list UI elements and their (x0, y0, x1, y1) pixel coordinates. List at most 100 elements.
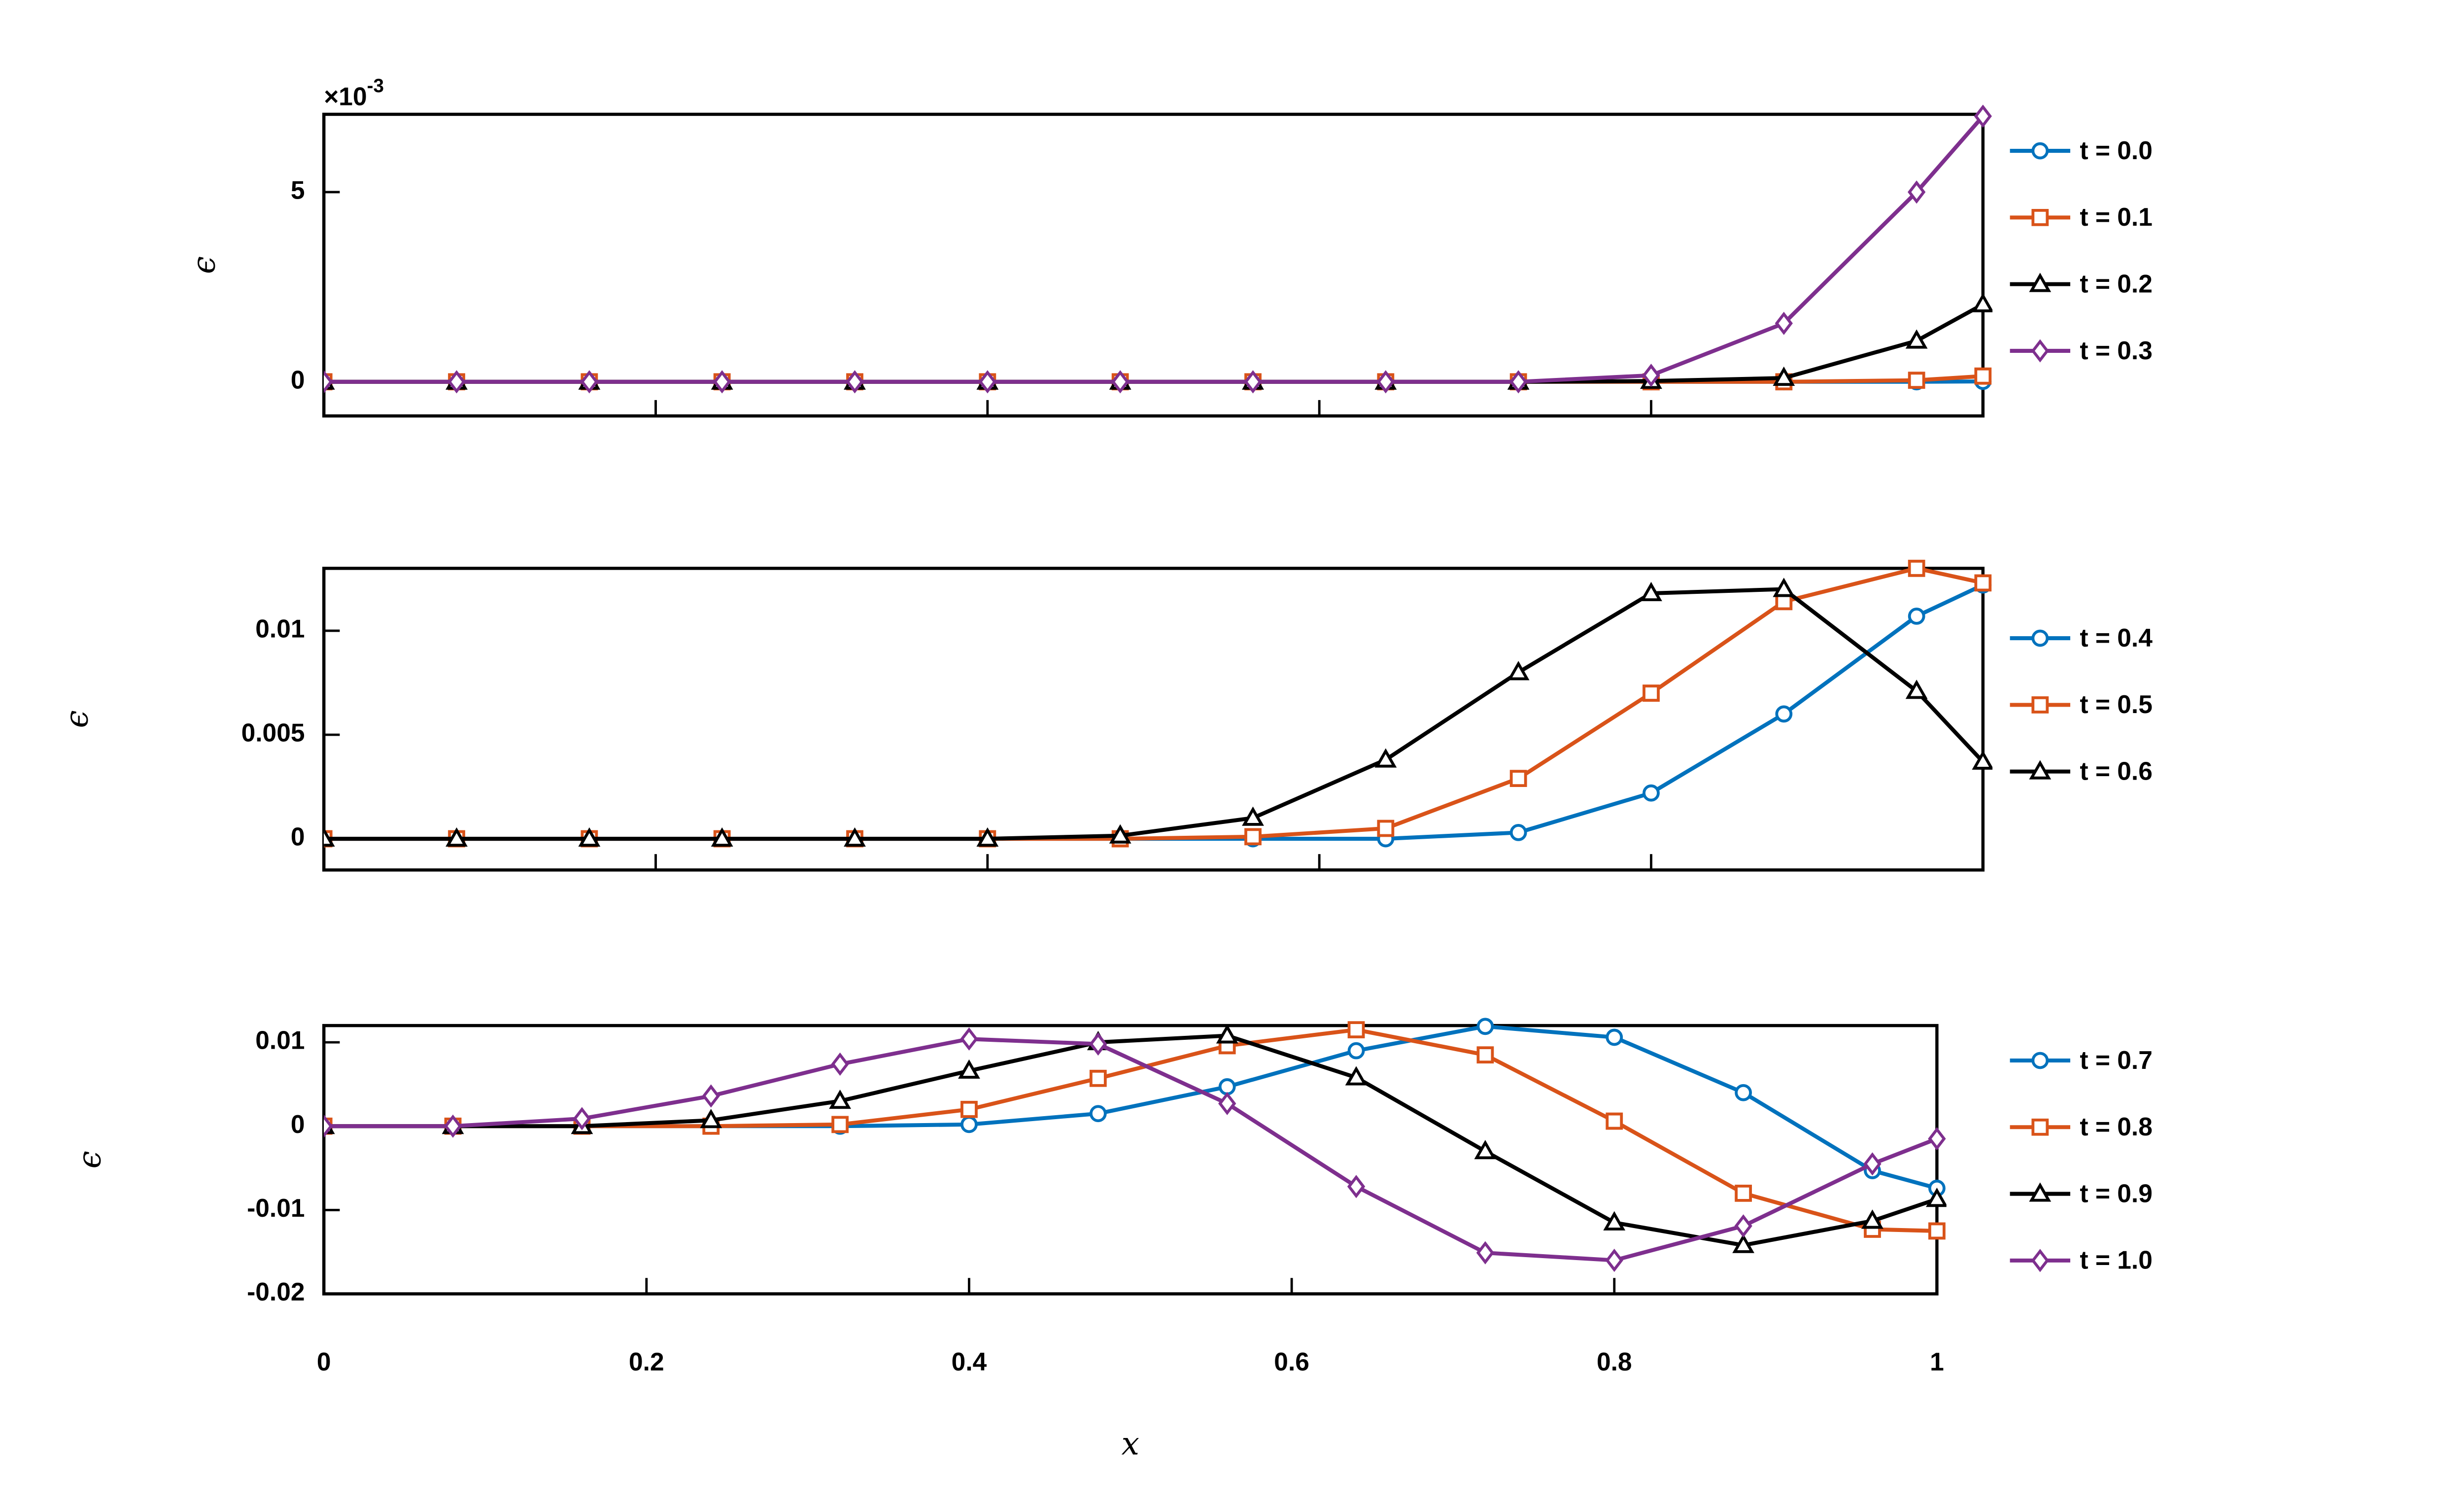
legend-marker (2031, 1052, 2049, 1069)
legend-label: t = 0.8 (2080, 1112, 2153, 1141)
marker (1606, 1028, 1623, 1046)
legend-label: t = 0.3 (2080, 336, 2153, 365)
marker (844, 827, 866, 847)
marker (1509, 770, 1527, 787)
marker (1908, 559, 1925, 577)
plot-area (324, 559, 1993, 848)
marker (1773, 578, 1795, 597)
marker (573, 1107, 591, 1130)
marker (1735, 1184, 1752, 1202)
axes-box (322, 112, 1985, 418)
marker (713, 370, 731, 394)
marker (1735, 1084, 1752, 1101)
marker (1775, 311, 1793, 335)
marker (1218, 1092, 1236, 1115)
marker (1216, 1024, 1238, 1044)
marker (1111, 370, 1129, 394)
marker (1476, 1046, 1494, 1064)
marker (1347, 1042, 1365, 1060)
legend-label: t = 0.0 (2080, 136, 2153, 165)
marker (580, 370, 599, 394)
marker (1089, 1069, 1107, 1087)
legend-marker (2031, 142, 2049, 160)
marker (1643, 684, 1660, 702)
marker (324, 370, 333, 394)
marker (324, 1114, 333, 1138)
marker (324, 827, 335, 847)
marker (1732, 1233, 1755, 1253)
marker (978, 370, 997, 394)
marker (829, 1089, 852, 1109)
legend-marker (2031, 208, 2049, 226)
y-tick-label: 5 (291, 175, 305, 204)
y-offset-text: ×10-3 (324, 75, 384, 110)
marker (1908, 180, 1926, 204)
x-tick-label: 0.8 (1597, 1347, 1632, 1376)
series-line (324, 115, 1985, 384)
marker (1642, 364, 1660, 387)
marker (831, 1116, 849, 1133)
plot-area (324, 1018, 1947, 1272)
marker (1089, 1105, 1107, 1123)
marker (1974, 574, 1992, 592)
marker (1972, 293, 1993, 312)
series-line (324, 566, 1984, 841)
legend-marker (2031, 1249, 2049, 1272)
x-tick-label: 0.4 (952, 1347, 987, 1376)
marker (960, 1100, 978, 1118)
marker (1244, 828, 1262, 846)
marker (1603, 1211, 1626, 1231)
y-tick-label: 0.01 (255, 615, 305, 643)
y-axis-label: ϵ (71, 1151, 108, 1168)
marker (1089, 1032, 1107, 1056)
marker (1347, 1175, 1366, 1198)
legend-label: t = 0.7 (2080, 1046, 2153, 1074)
marker (447, 370, 466, 394)
plot-area (324, 104, 1993, 394)
legend-label: t = 0.2 (2080, 269, 2153, 298)
marker (958, 1059, 980, 1079)
marker (1773, 366, 1795, 386)
y-tick-label: 0 (291, 822, 305, 851)
marker (1244, 370, 1262, 394)
marker (1377, 820, 1395, 837)
marker (1905, 680, 1928, 699)
marker (1905, 329, 1928, 349)
y-tick-label: 0.01 (255, 1026, 305, 1055)
marker (1509, 370, 1528, 394)
marker (960, 1027, 978, 1051)
marker (1605, 1248, 1623, 1272)
offset-base: ×10 (324, 82, 367, 110)
legend-marker (2031, 629, 2049, 647)
legend-marker (2031, 339, 2049, 363)
marker (445, 827, 468, 847)
series-line (324, 1033, 1938, 1247)
legend-marker (2029, 273, 2052, 292)
legend-label: t = 0.1 (2080, 203, 2153, 231)
marker (1476, 1241, 1495, 1265)
marker (1974, 104, 1992, 128)
x-tick-label: 0.6 (1274, 1347, 1309, 1376)
marker (1509, 824, 1527, 841)
legend-label: t = 0.9 (2080, 1179, 2153, 1207)
axes-box (322, 1024, 1939, 1296)
marker (1643, 784, 1660, 802)
legend-label: t = 0.6 (2080, 756, 2153, 785)
marker (1218, 1078, 1236, 1095)
marker (1972, 750, 1993, 770)
x-tick-label: 0.2 (629, 1347, 664, 1376)
marker (1345, 1066, 1368, 1086)
marker (711, 827, 733, 847)
y-tick-label: -0.01 (247, 1194, 305, 1222)
marker (1476, 1018, 1494, 1035)
marker (1734, 1214, 1752, 1238)
marker (700, 1109, 722, 1129)
legend-label: t = 1.0 (2080, 1246, 2153, 1274)
marker (1928, 1127, 1946, 1151)
marker (846, 370, 864, 394)
marker (1109, 824, 1131, 844)
marker (1863, 1152, 1882, 1176)
marker (1861, 1209, 1883, 1229)
marker (578, 827, 601, 847)
